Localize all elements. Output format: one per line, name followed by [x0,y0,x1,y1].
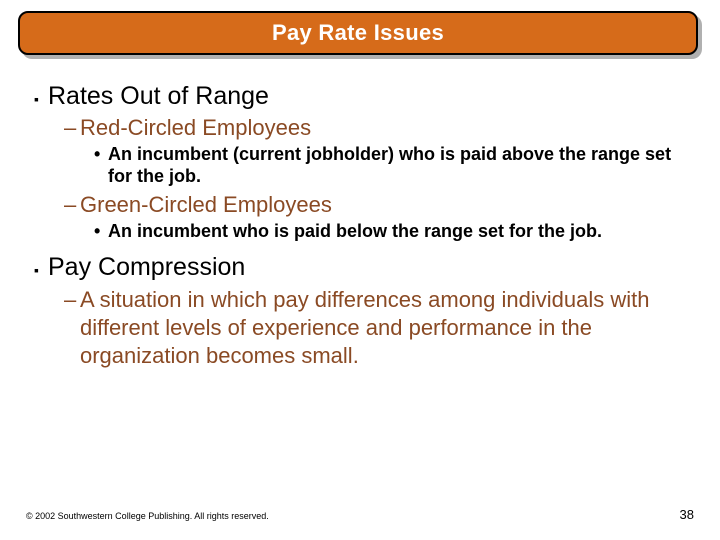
dash-bullet-icon: – [64,192,80,218]
subheading: – Red-Circled Employees [64,115,686,141]
bullet-text: An incumbent (current jobholder) who is … [108,144,686,188]
dash-bullet-icon: – [64,115,80,141]
bullet-point: • An incumbent who is paid below the ran… [94,221,686,243]
subheading-text: A situation in which pay differences amo… [80,286,686,370]
title-box: Pay Rate Issues [18,11,698,55]
subheading: – A situation in which pay differences a… [64,286,686,370]
subheading: – Green-Circled Employees [64,192,686,218]
slide: Pay Rate Issues ▪ Rates Out of Range – R… [0,0,720,540]
square-bullet-icon: ▪ [34,84,48,106]
title-banner: Pay Rate Issues [18,11,702,59]
bullet-text: An incumbent who is paid below the range… [108,221,686,243]
content-area: ▪ Rates Out of Range – Red-Circled Emplo… [34,76,686,370]
section-heading-text: Rates Out of Range [48,82,686,111]
section-heading: ▪ Pay Compression [34,253,686,282]
dot-bullet-icon: • [94,221,108,242]
copyright-text: © 2002 Southwestern College Publishing. … [26,511,269,521]
page-number: 38 [680,507,694,522]
square-bullet-icon: ▪ [34,255,48,277]
bullet-point: • An incumbent (current jobholder) who i… [94,144,686,188]
section-heading-text: Pay Compression [48,253,686,282]
footer: © 2002 Southwestern College Publishing. … [26,507,694,522]
section-heading: ▪ Rates Out of Range [34,82,686,111]
subheading-text: Red-Circled Employees [80,115,686,141]
slide-title: Pay Rate Issues [272,20,444,46]
dash-bullet-icon: – [64,287,80,313]
subheading-text: Green-Circled Employees [80,192,686,218]
dot-bullet-icon: • [94,144,108,165]
